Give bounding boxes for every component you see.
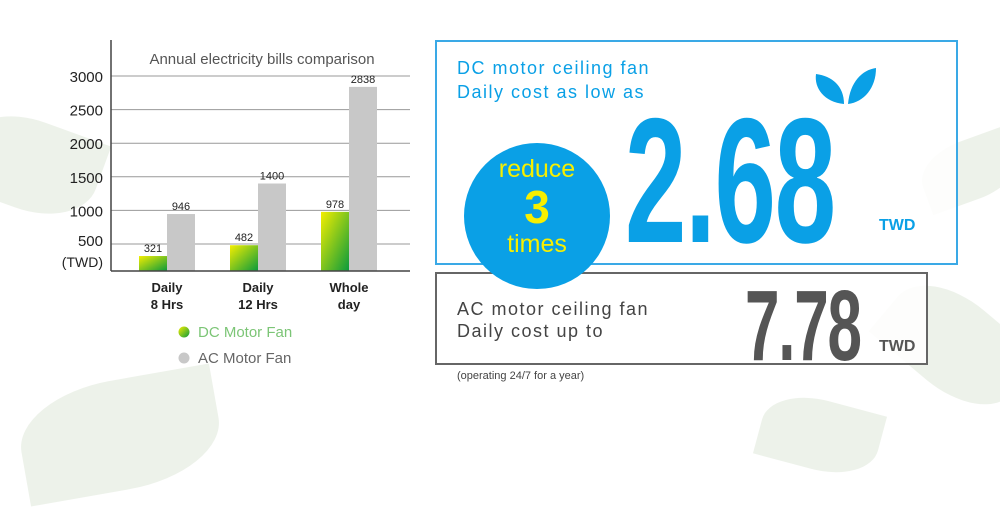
ac-cost-panel: AC motor ceiling fan Daily cost up to 7.… [435,272,928,376]
ac-bar [258,183,286,271]
reduce-badge: reduce 3 times [464,143,610,289]
leaf-sprout-icon [815,68,876,104]
dc-unit: TWD [879,217,916,234]
legend-label: DC Motor Fan [198,324,292,341]
y-unit-label: (TWD) [62,254,103,270]
footnote: (operating 24/7 for a year) [457,370,585,382]
data-label: 946 [172,201,190,213]
y-tick-label: 500 [78,233,103,250]
chart-title: Annual electricity bills comparison [149,51,374,68]
data-label: 482 [235,232,253,244]
ac-daily-cost-value: 7.78 [745,270,862,382]
dc-label-line2: Daily cost as low as [457,82,646,102]
x-tick-label: day [338,297,361,312]
data-label: 321 [144,243,162,255]
x-tick-label: 12 Hrs [238,297,278,312]
legend-marker [178,352,190,364]
x-tick-label: Daily [151,280,183,295]
x-tick-label: Daily [242,280,274,295]
bar-chart: Annual electricity bills comparison 500 1… [62,40,410,367]
y-tick-label: 3000 [70,69,103,86]
dc-bar [321,211,349,271]
y-tick-label: 2500 [70,103,103,120]
legend-label: AC Motor Fan [198,350,291,367]
data-label: 1400 [260,171,284,183]
x-tick-label: 8 Hrs [151,297,184,312]
x-tick-label: Whole [330,280,369,295]
dc-label-line1: DC motor ceiling fan [457,58,651,78]
data-label: 2838 [351,74,375,86]
dc-bar [230,245,258,271]
legend-marker [178,326,190,338]
dc-daily-cost-value: 2.68 [625,81,836,280]
y-tick-label: 2000 [70,136,103,153]
y-tick-label: 1000 [70,203,103,220]
data-label: 978 [326,199,344,211]
y-tick-label: 1500 [70,170,103,187]
badge-number: 3 [524,181,550,233]
badge-top-text: reduce [498,155,576,183]
ac-unit: TWD [879,338,916,355]
dc-bar [139,256,167,271]
background-leaf [752,385,888,485]
ac-bar [349,86,377,271]
ac-bar [167,214,195,271]
ac-label-line1: AC motor ceiling fan [457,299,650,319]
badge-bottom-text: times [507,230,567,258]
ac-label-line2: Daily cost up to [457,321,605,341]
